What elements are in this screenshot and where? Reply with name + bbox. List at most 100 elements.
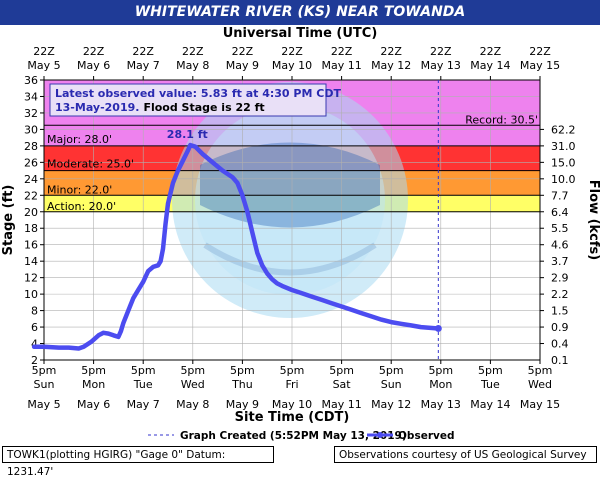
noaa-watermark xyxy=(172,82,408,318)
flood-stage-text: 13-May-2019. Flood Stage is 22 ft xyxy=(55,101,265,114)
legend-observed-label: Observed xyxy=(398,430,454,442)
utc-tick-time: 22Z xyxy=(529,45,551,58)
x-tick-day: Wed xyxy=(181,378,205,391)
x-tick-date: May 7 xyxy=(127,398,160,411)
x-tick-time: 5pm xyxy=(131,364,156,377)
x-tick-day: Wed xyxy=(528,378,552,391)
x-tick-date: May 10 xyxy=(272,398,312,411)
x-tick-date: May 11 xyxy=(321,398,361,411)
y-tick-label: 14 xyxy=(24,255,38,268)
utc-tick-time: 22Z xyxy=(83,45,105,58)
y-tick-label: 8 xyxy=(31,305,38,318)
utc-tick-date: May 11 xyxy=(321,59,361,72)
utc-tick-time: 22Z xyxy=(380,45,402,58)
x-tick-date: May 9 xyxy=(226,398,259,411)
x-tick-time: 5pm xyxy=(478,364,503,377)
top-axis-title: Universal Time (UTC) xyxy=(222,26,378,41)
x-axis-label: Site Time (CDT) xyxy=(235,410,350,425)
peak-label: 28.1 ft xyxy=(167,128,208,141)
flow-tick-label: 10.0 xyxy=(551,173,576,186)
utc-tick-time: 22Z xyxy=(331,45,353,58)
y-tick-label: 20 xyxy=(24,206,38,219)
x-tick-date: May 12 xyxy=(371,398,411,411)
utc-tick-date: May 8 xyxy=(176,59,209,72)
x-tick-day: Mon xyxy=(429,378,452,391)
flow-tick-label: 2.2 xyxy=(551,288,569,301)
x-tick-day: Tue xyxy=(480,378,500,391)
x-tick-date: May 15 xyxy=(520,398,560,411)
utc-tick-date: May 12 xyxy=(371,59,411,72)
flow-tick-label: 6.4 xyxy=(551,206,569,219)
x-tick-time: 5pm xyxy=(81,364,106,377)
y-tick-label: 26 xyxy=(24,156,38,169)
utc-tick-date: May 13 xyxy=(421,59,461,72)
y-tick-label: 24 xyxy=(24,173,38,186)
flood-stage: Flood Stage is 22 ft xyxy=(143,101,264,114)
threshold-labels: Action: 20.0' Minor: 22.0' Moderate: 25.0'… xyxy=(47,113,538,213)
x-tick-day: Mon xyxy=(82,378,105,391)
y-tick-label: 18 xyxy=(24,222,38,235)
x-tick-time: 5pm xyxy=(329,364,354,377)
latest-point xyxy=(434,324,442,332)
utc-tick-date: May 10 xyxy=(272,59,312,72)
y-tick-label: 6 xyxy=(31,321,38,334)
flow-tick-label: 0.4 xyxy=(551,338,569,351)
utc-tick-time: 22Z xyxy=(132,45,154,58)
credit-footer: Observations courtesy of US Geological S… xyxy=(334,446,597,463)
utc-tick-time: 22Z xyxy=(430,45,452,58)
x-tick-date: May 8 xyxy=(176,398,209,411)
datum-footer: TOWK1(plotting HGIRG) "Gage 0" Datum: 12… xyxy=(2,446,274,478)
flow-tick-label: 4.6 xyxy=(551,239,569,252)
flow-axis: 0.4 0.9 1.5 2.2 2.9 3.7 4.6 5.5 6.4 7.7 10.0 15.0 31… xyxy=(540,123,576,367)
y-tick-label: 22 xyxy=(24,189,38,202)
y2-axis-label: Flow (kcfs) xyxy=(586,180,600,260)
utc-tick-date: May 5 xyxy=(27,59,60,72)
y-axis-label: Stage (ft) xyxy=(1,185,16,256)
x-tick-date: May 6 xyxy=(77,398,110,411)
y-tick-label: 2 xyxy=(31,354,38,367)
utc-tick-date: May 9 xyxy=(226,59,259,72)
utc-tick-time: 22Z xyxy=(480,45,502,58)
x-tick-time: 5pm xyxy=(428,364,453,377)
flow-tick-label: 62.2 xyxy=(551,123,576,136)
x-tick-time: 5pm xyxy=(528,364,553,377)
flow-tick-label: 7.7 xyxy=(551,189,569,202)
legend-observed-marker xyxy=(377,432,383,438)
x-tick-day: Fri xyxy=(285,378,298,391)
action-label: Action: 20.0' xyxy=(47,200,116,213)
utc-tick-time: 22Z xyxy=(182,45,204,58)
x-tick-date: May 13 xyxy=(421,398,461,411)
y-tick-label: 28 xyxy=(24,140,38,153)
observed-line xyxy=(31,142,441,351)
x-tick-date: May 5 xyxy=(27,398,60,411)
y-tick-label: 10 xyxy=(24,288,38,301)
y-tick-label: 12 xyxy=(24,272,38,285)
x-tick-time: 5pm xyxy=(280,364,305,377)
x-tick-day: Sun xyxy=(34,378,55,391)
flow-tick-label: 3.7 xyxy=(551,255,569,268)
threshold-lines xyxy=(44,124,540,213)
x-tick-day: Sun xyxy=(381,378,402,391)
y-tick-label: 30 xyxy=(24,123,38,136)
observed-series: 28.1 ft xyxy=(31,128,442,351)
legend-created-label: Graph Created (5:52PM May 13, 2019) xyxy=(180,430,407,442)
flow-tick-label: 0.1 xyxy=(551,354,569,367)
x-tick-date: May 14 xyxy=(470,398,510,411)
x-tick-day: Tue xyxy=(133,378,153,391)
minor-label: Minor: 22.0' xyxy=(47,183,112,196)
latest-observation-box: Latest observed value: 5.83 ft at 4:30 P… xyxy=(49,83,341,117)
utc-tick-date: May 14 xyxy=(470,59,510,72)
latest-date: 13-May-2019. xyxy=(55,101,139,114)
x-tick-time: 5pm xyxy=(32,364,57,377)
flow-tick-label: 2.9 xyxy=(551,272,569,285)
utc-tick-date: May 15 xyxy=(520,59,560,72)
y-tick-label: 34 xyxy=(24,90,38,103)
y-tick-label: 16 xyxy=(24,239,38,252)
y-tick-label: 4 xyxy=(31,338,38,351)
flow-tick-label: 1.5 xyxy=(551,305,569,318)
utc-tick-date: May 7 xyxy=(127,59,160,72)
